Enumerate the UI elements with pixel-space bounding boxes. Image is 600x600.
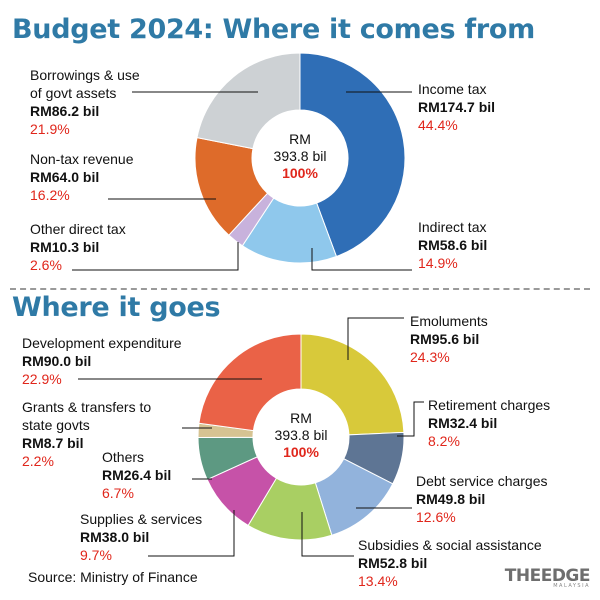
slice-name: of govt assets (30, 85, 117, 101)
slice-amount: RM32.4 bil (428, 415, 498, 431)
slice-pct: 24.3% (410, 349, 450, 365)
label-borrowings: Borrowings & use of govt assets RM86.2 b… (30, 66, 140, 138)
slice-pct: 8.2% (428, 433, 460, 449)
pie-slice-borrowings-use-of-govt-assets (196, 52, 301, 150)
leader-supplies (148, 510, 235, 557)
slice-pct: 14.9% (418, 255, 458, 271)
slice-name: Indirect tax (418, 219, 487, 235)
section-divider (10, 288, 590, 290)
slice-pct: 16.2% (30, 187, 70, 203)
center-label-total: 393.8 bil (275, 427, 328, 443)
chart-title-where-it-comes-from: Budget 2024: Where it comes from (12, 14, 535, 45)
slice-pct: 44.4% (418, 117, 458, 133)
slice-pct: 9.7% (80, 547, 112, 563)
label-development-expenditure: Development expenditure RM90.0 bil 22.9% (22, 334, 182, 388)
leader-subsidies (301, 512, 354, 557)
label-emoluments: Emoluments RM95.6 bil 24.3% (410, 312, 488, 366)
slice-amount: RM26.4 bil (102, 467, 172, 483)
center-label-rm: RM (289, 131, 311, 147)
slice-name: Retirement charges (428, 397, 551, 413)
slice-name: Grants & transfers to (22, 399, 152, 415)
slice-name: Debt service charges (416, 473, 548, 489)
leader-other-direct-tax (72, 242, 239, 271)
leader-retirement (397, 401, 424, 437)
center-label-rm: RM (290, 410, 312, 426)
slice-name: Development expenditure (22, 335, 182, 351)
slice-name: Supplies & services (80, 511, 203, 527)
logo-text: THEEDGE (504, 566, 591, 586)
slice-name: Non-tax revenue (30, 151, 134, 167)
label-debt-service-charges: Debt service charges RM49.8 bil 12.6% (416, 472, 548, 526)
slice-amount: RM38.0 bil (80, 529, 150, 545)
slice-pct: 2.6% (30, 257, 62, 273)
slice-name: state govts (22, 417, 90, 433)
center-label-pct: 100% (283, 444, 319, 460)
slice-amount: RM49.8 bil (416, 491, 486, 507)
label-non-tax-revenue: Non-tax revenue RM64.0 bil 16.2% (30, 150, 134, 204)
pie-slice-emoluments (300, 333, 405, 436)
logo-subtext: MALAYSIA (553, 583, 590, 589)
label-supplies-services: Supplies & services RM38.0 bil 9.7% (80, 510, 202, 564)
the-edge-logo: THEEDGE MALAYSIA (504, 566, 591, 589)
label-other-direct-tax: Other direct tax RM10.3 bil 2.6% (30, 220, 126, 274)
slice-amount: RM64.0 bil (30, 169, 100, 185)
slice-pct: 22.9% (22, 371, 62, 387)
chart-title-where-it-goes: Where it goes (12, 292, 221, 323)
slice-amount: RM10.3 bil (30, 239, 100, 255)
slice-amount: RM8.7 bil (22, 435, 84, 451)
label-retirement-charges: Retirement charges RM32.4 bil 8.2% (428, 396, 550, 450)
slice-pct: 2.2% (22, 453, 54, 469)
slice-name: Emoluments (410, 313, 488, 329)
center-label-total: 393.8 bil (274, 148, 327, 164)
center-label-pct: 100% (282, 165, 318, 181)
slice-amount: RM86.2 bil (30, 103, 100, 119)
slice-name: Other direct tax (30, 221, 126, 237)
slice-name: Subsidies & social assistance (358, 537, 542, 553)
label-indirect-tax: Indirect tax RM58.6 bil 14.9% (418, 218, 487, 272)
pie-slice-income-tax (299, 52, 406, 258)
label-grants-transfers: Grants & transfers to state govts RM8.7 … (22, 398, 151, 470)
slice-name: Income tax (418, 81, 487, 97)
slice-amount: RM174.7 bil (418, 99, 496, 115)
leader-indirect-tax (311, 248, 412, 271)
label-income-tax: Income tax RM174.7 bil 44.4% (418, 80, 495, 134)
slice-pct: 21.9% (30, 121, 70, 137)
slice-pct: 13.4% (358, 573, 398, 589)
label-others: Others RM26.4 bil 6.7% (102, 448, 171, 502)
source-note: Source: Ministry of Finance (28, 569, 198, 585)
slice-amount: RM95.6 bil (410, 331, 480, 347)
slice-pct: 12.6% (416, 509, 456, 525)
pie-slice-development-expenditure (198, 333, 302, 432)
slice-name: Borrowings & use (30, 67, 140, 83)
slice-amount: RM90.0 bil (22, 353, 92, 369)
slice-amount: RM52.8 bil (358, 555, 428, 571)
slice-amount: RM58.6 bil (418, 237, 488, 253)
slice-pct: 6.7% (102, 485, 134, 501)
label-subsidies: Subsidies & social assistance RM52.8 bil… (358, 536, 542, 590)
leader-emoluments (347, 317, 404, 360)
slice-name: Others (102, 449, 145, 465)
